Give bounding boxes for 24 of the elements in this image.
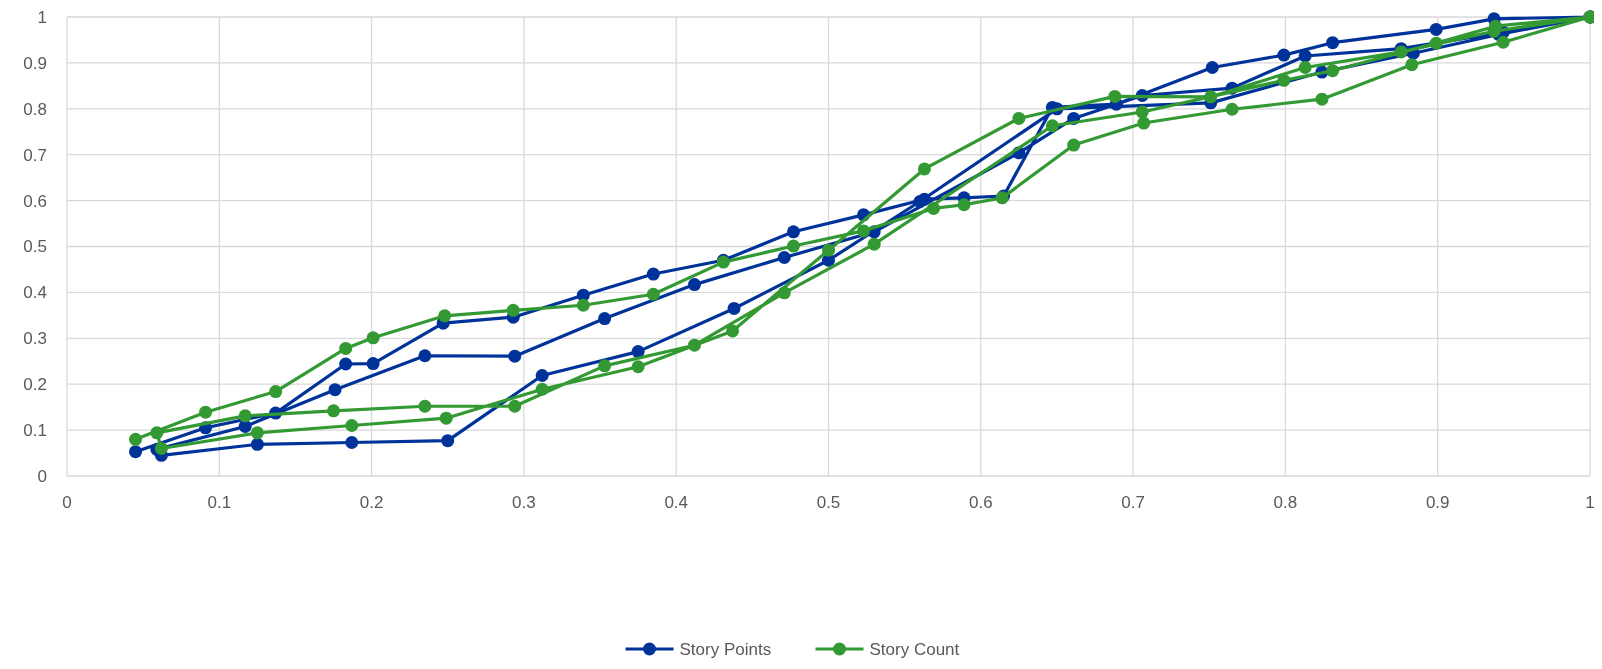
y-tick-label: 1 <box>37 7 47 27</box>
y-tick-label: 0.3 <box>23 329 47 349</box>
y-tick-label: 0.4 <box>23 283 47 303</box>
x-tick-label: 0.9 <box>1425 493 1450 512</box>
x-tick-label: 0.3 <box>512 493 536 512</box>
x-tick-label: 0.6 <box>968 493 993 512</box>
y-tick-label: 0.5 <box>23 237 47 257</box>
x-tick-label: 0 <box>62 493 72 512</box>
x-tick-label: 0.7 <box>1121 493 1145 512</box>
x-tick-label: 1 <box>1585 493 1595 512</box>
x-tick-label: 0.1 <box>207 493 232 512</box>
y-tick-label: 0.7 <box>23 145 47 165</box>
x-tick-label: 0.5 <box>816 493 841 512</box>
y-tick-label: 0.9 <box>23 53 47 73</box>
legend-label: Story Points <box>679 639 772 659</box>
y-tick-label: 0.1 <box>23 421 47 441</box>
y-tick-label: 0.6 <box>23 191 47 211</box>
y-tick-label: 0.2 <box>23 375 47 395</box>
y-tick-label: 0 <box>37 466 47 486</box>
y-tick-label: 0.8 <box>23 99 47 119</box>
x-tick-label: 0.4 <box>664 493 689 512</box>
legend-label: Story Count <box>869 639 960 659</box>
x-tick-label: 0.2 <box>359 493 384 512</box>
x-tick-label: 0.8 <box>1273 493 1298 512</box>
